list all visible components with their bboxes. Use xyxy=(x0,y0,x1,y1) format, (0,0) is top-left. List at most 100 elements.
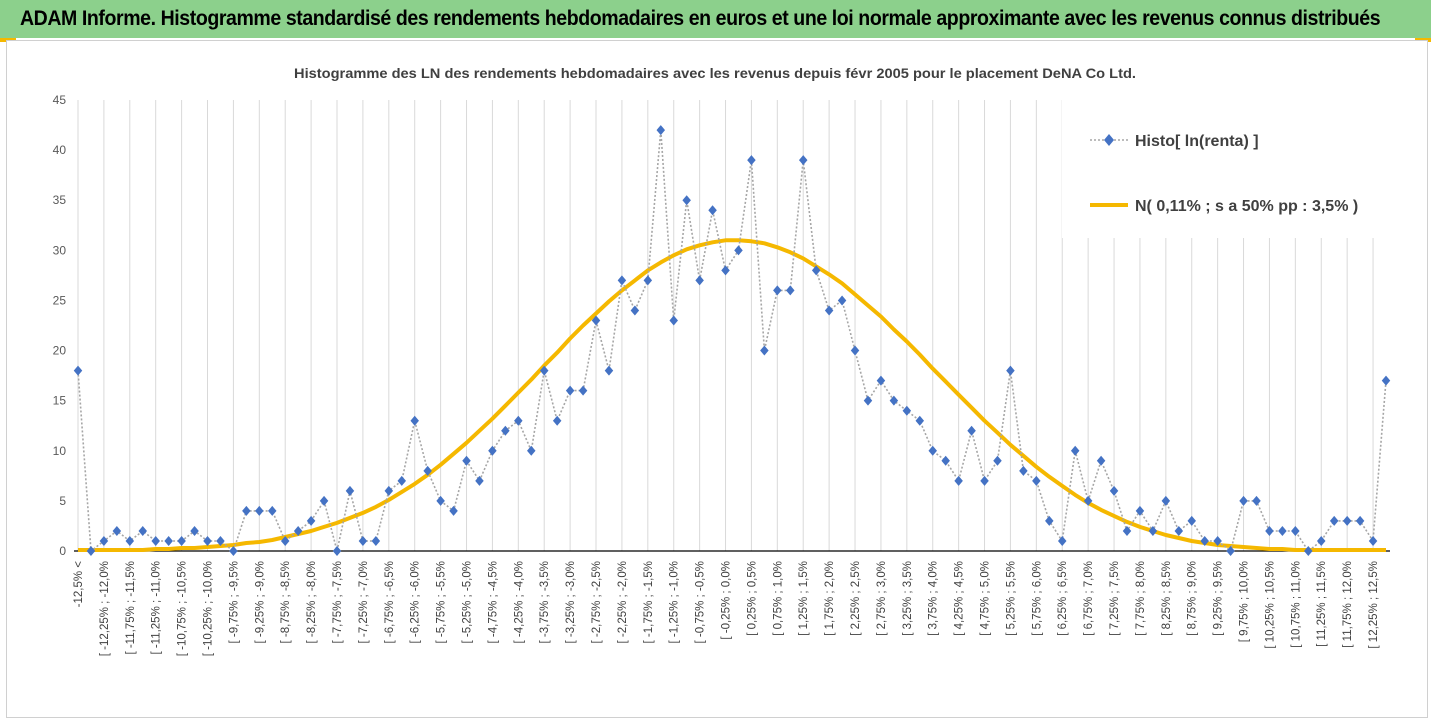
x-tick-label: [ -3,75% ; -3,5% xyxy=(539,561,551,643)
x-tick-label: [ 0,75% ; 1,0% xyxy=(772,561,784,636)
x-tick-label: [ 6,75% ; 7,0% xyxy=(1083,561,1095,636)
y-tick-label: 45 xyxy=(53,93,67,107)
x-tick-label: [ -6,25% ; -6,0% xyxy=(410,561,422,643)
histogram-point xyxy=(682,195,691,206)
x-tick-label: [ 11,75% ; 12,0% xyxy=(1342,561,1354,648)
x-tick-label: [ 10,75% ; 11,0% xyxy=(1290,561,1302,648)
histogram-point xyxy=(1070,445,1080,456)
histogram-point xyxy=(811,265,821,276)
x-tick-label: [ 5,25% ; 5,5% xyxy=(1005,561,1017,636)
histogram-point xyxy=(99,535,109,546)
histogram-point xyxy=(863,395,873,406)
histogram-point xyxy=(708,205,717,216)
x-tick-label: [ -1,25% ; -1,0% xyxy=(669,561,681,643)
histogram-point xyxy=(656,125,666,136)
histogram-point xyxy=(164,535,173,546)
x-tick-label: [ -4,75% ; -4,5% xyxy=(487,561,499,643)
histogram-point xyxy=(1252,495,1261,506)
histogram-point xyxy=(384,485,394,496)
histogram-point xyxy=(941,455,950,466)
x-tick-label: [ -11,25% ; -11,0% xyxy=(151,561,163,655)
histogram-point xyxy=(138,525,148,536)
histogram-point xyxy=(151,535,160,546)
x-tick-label: [ 10,25% ; 10,5% xyxy=(1264,561,1276,649)
report-banner: ADAM Informe. Histogramme standardisé de… xyxy=(0,0,1431,38)
histogram-point xyxy=(462,455,471,466)
histogram-point xyxy=(319,495,329,506)
legend-histo-marker xyxy=(1104,134,1114,146)
x-tick-label: -12,5% < xyxy=(73,561,85,608)
histogram-series xyxy=(73,125,1391,556)
x-tick-label: [ -4,25% ; -4,0% xyxy=(513,561,525,643)
histogram-point xyxy=(190,525,199,536)
x-tick-label: [ 5,75% ; 6,0% xyxy=(1031,561,1043,636)
x-tick-label: [ 11,25% ; 11,5% xyxy=(1316,561,1328,647)
x-tick-label: [ 3,75% ; 4,0% xyxy=(928,561,940,636)
histogram-point xyxy=(527,445,536,456)
histogram-point xyxy=(993,455,1002,466)
grid-lines xyxy=(77,100,1374,551)
x-tick-label: [ -12,25% ; -12,0% xyxy=(99,561,111,656)
histogram-point xyxy=(293,525,303,536)
histogram-point xyxy=(1148,525,1158,536)
legend-histo-label: Histo[ ln(renta) ] xyxy=(1135,133,1259,150)
histogram-point xyxy=(229,546,238,556)
normal-curve-series xyxy=(78,238,1386,552)
histogram-point xyxy=(734,245,743,256)
histogram-point xyxy=(1161,495,1171,506)
x-axis: -12,5% < [ -12,25% ; -12,0% [ -11,75% ; -1… xyxy=(73,550,1390,656)
histogram-point xyxy=(747,155,756,166)
y-axis: 0 5 10 15 20 25 30 35 40 45 xyxy=(53,93,67,558)
report-title: ADAM Informe. Histogramme standardisé de… xyxy=(20,7,1381,30)
histogram-point xyxy=(216,535,225,546)
x-tick-label: [ -8,75% ; -8,5% xyxy=(280,561,292,643)
x-tick-label: [ -7,25% ; -7,0% xyxy=(358,561,370,643)
histogram-point xyxy=(617,275,627,286)
histogram-point xyxy=(928,445,937,456)
x-tick-label: [ 6,25% ; 6,5% xyxy=(1057,561,1069,636)
histogram-point xyxy=(1304,546,1313,556)
x-tick-label: [ 7,25% ; 7,5% xyxy=(1109,561,1121,636)
histogram-point xyxy=(539,365,549,376)
histogram-point xyxy=(837,295,847,306)
x-tick-label: [ -11,75% ; -11,5% xyxy=(125,561,137,655)
histogram-point xyxy=(1187,515,1196,526)
histogram-point xyxy=(824,305,834,316)
x-tick-label: [ 7,75% ; 8,0% xyxy=(1135,561,1147,636)
histogram-point xyxy=(332,546,342,556)
histogram-point xyxy=(1122,525,1132,536)
histogram-point xyxy=(876,375,886,386)
x-tick-label: [ 1,25% ; 1,5% xyxy=(798,561,810,636)
x-tick-label: [ -2,25% ; -2,0% xyxy=(617,561,629,643)
histogram-point xyxy=(125,535,135,546)
y-tick-label: 20 xyxy=(53,344,67,358)
histogram-point xyxy=(850,345,860,356)
histogram-point xyxy=(565,385,575,396)
histogram-point xyxy=(552,415,562,426)
histogram-point xyxy=(1109,485,1119,496)
histogram-point xyxy=(1381,375,1391,386)
histogram-point xyxy=(423,465,432,476)
y-tick-label: 10 xyxy=(53,444,67,458)
histogram-point xyxy=(1368,535,1378,546)
histogram-point xyxy=(1057,535,1067,546)
x-tick-label: [ -5,25% ; -5,0% xyxy=(462,561,474,643)
histogram-point xyxy=(1032,475,1041,486)
histogram-point xyxy=(643,275,653,286)
histogram-point xyxy=(902,405,912,416)
histogram-point xyxy=(760,345,769,356)
histogram-point xyxy=(1239,495,1248,506)
y-tick-label: 5 xyxy=(59,494,66,508)
chart-legend: Histo[ ln(renta) ] N( 0,11% ; s a 50% pp… xyxy=(1062,98,1384,238)
histogram-point xyxy=(604,365,614,376)
x-tick-label: [ 4,25% ; 4,5% xyxy=(954,561,966,636)
histogram-point xyxy=(1174,525,1184,536)
y-tick-label: 0 xyxy=(59,544,66,558)
histogram-point xyxy=(475,475,484,486)
x-tick-label: [ 3,25% ; 3,5% xyxy=(902,561,914,636)
x-tick-label: [ 1,75% ; 2,0% xyxy=(824,561,836,636)
x-tick-label: [ 12,25% ; 12,5% xyxy=(1368,561,1380,649)
histogram-point xyxy=(1200,535,1209,546)
histogram-point xyxy=(1278,525,1287,536)
histogram-point xyxy=(1291,525,1300,536)
